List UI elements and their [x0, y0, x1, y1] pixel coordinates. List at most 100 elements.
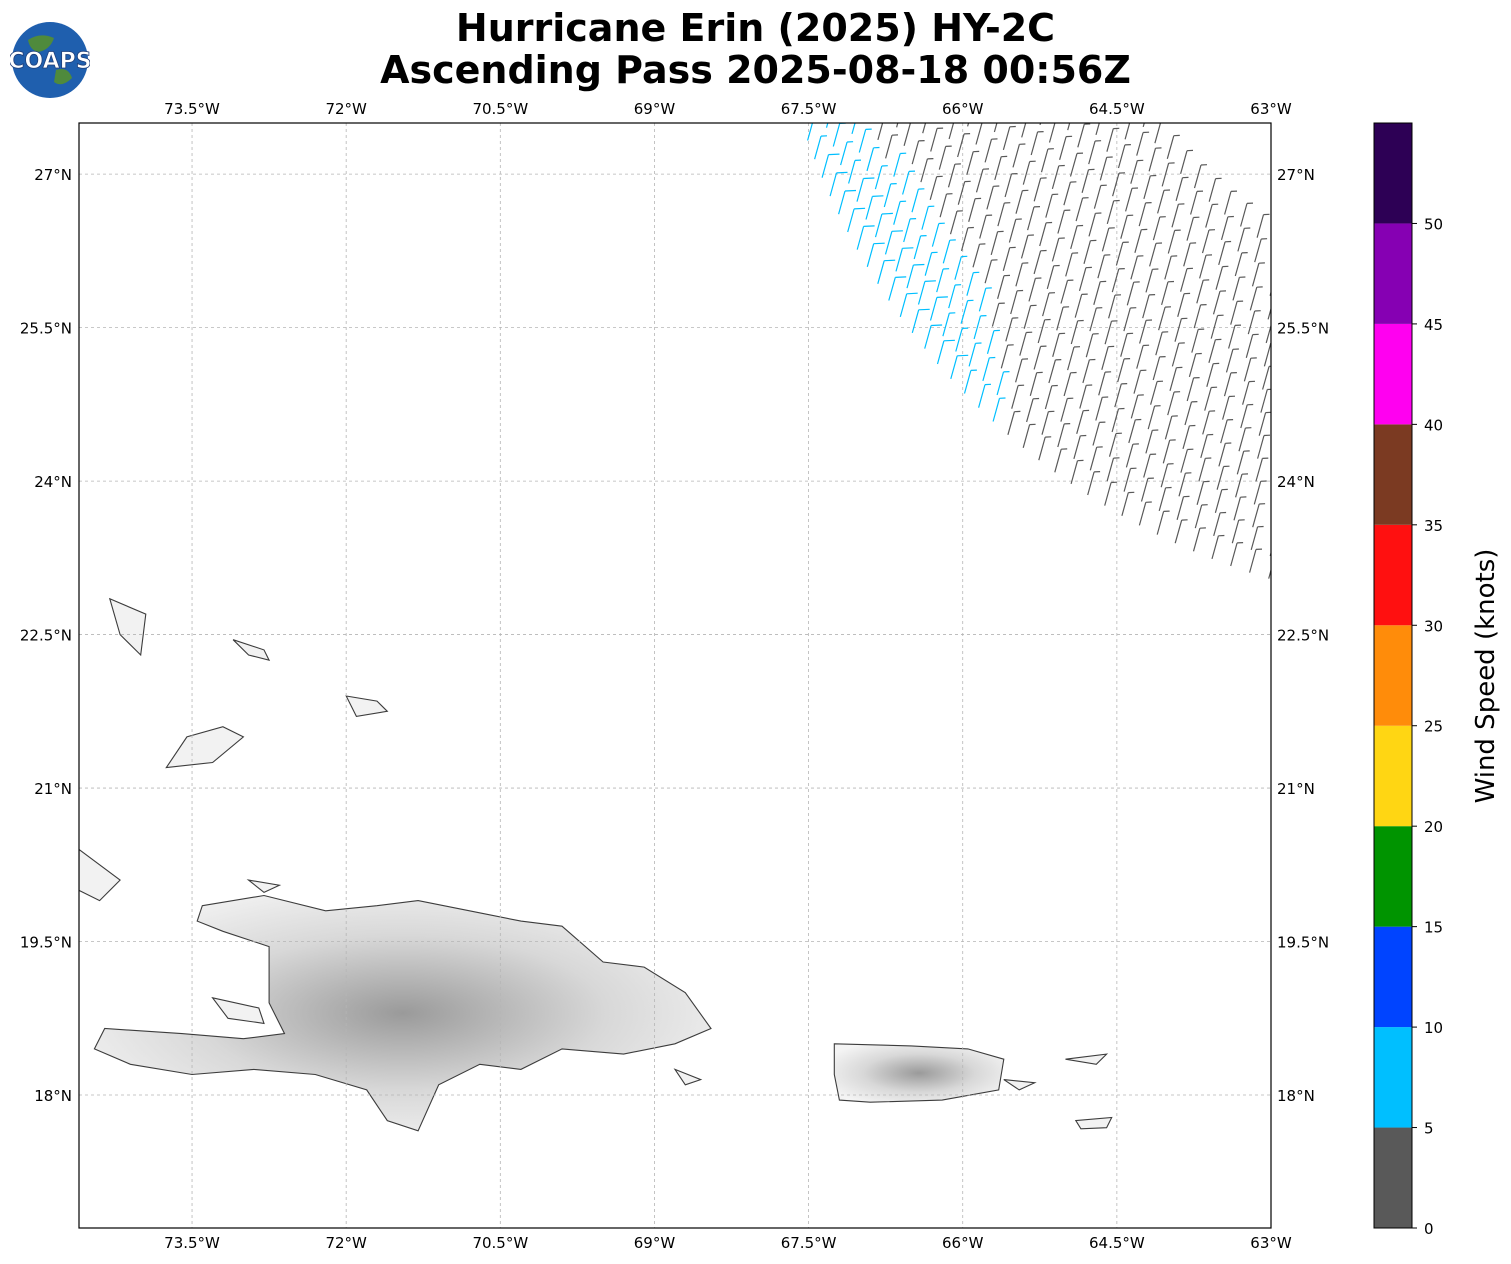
wind-barb — [1104, 481, 1118, 506]
landmass-great-inagua — [165, 726, 245, 769]
lon-tick-label-bottom: 66°W — [942, 1234, 984, 1252]
wind-barb — [978, 383, 992, 408]
wind-barb — [1046, 264, 1060, 290]
lon-tick-label-top: 73.5°W — [164, 100, 220, 118]
lon-tick-label-top: 69°W — [634, 100, 676, 118]
wind-barb — [1004, 173, 1018, 198]
wind-barb — [991, 302, 1005, 327]
lat-tick-label-right: 25.5°N — [1277, 320, 1329, 338]
wind-barb — [1231, 519, 1245, 544]
wind-barb — [920, 158, 934, 183]
wind-barb — [1193, 304, 1207, 329]
wind-barb — [1029, 371, 1043, 396]
lon-tick-label-bottom: 63°W — [1250, 1234, 1292, 1252]
wind-barb — [968, 342, 982, 367]
wind-barb — [1039, 123, 1042, 126]
wind-barb — [1191, 328, 1205, 353]
wind-barb — [1150, 380, 1164, 405]
lat-tick-label-right: 22.5°N — [1277, 627, 1329, 645]
wind-barb — [942, 312, 956, 337]
wind-barb — [1208, 177, 1222, 202]
wind-barb — [1225, 348, 1239, 373]
wind-barb — [1143, 453, 1157, 478]
wind-barb — [982, 356, 996, 382]
lat-tick-label-left: 18°N — [34, 1087, 72, 1105]
wind-barb — [883, 183, 897, 208]
wind-barb — [1120, 332, 1134, 357]
wind-barb — [1000, 344, 1014, 369]
wind-barb — [922, 123, 927, 134]
wind-barb — [1152, 216, 1166, 241]
wind-barb — [807, 123, 814, 141]
wind-barb — [1070, 224, 1084, 250]
wind-barb — [1167, 391, 1181, 416]
wind-barb — [1202, 410, 1216, 435]
landmass-vieques — [1003, 1079, 1037, 1091]
wind-barb — [1162, 439, 1176, 464]
colorbar-bin — [1374, 524, 1412, 626]
wind-barb — [1222, 395, 1236, 420]
wind-barb — [1194, 504, 1208, 529]
wind-barb — [1220, 215, 1234, 241]
lat-tick-label-left: 25.5°N — [20, 320, 72, 338]
wind-barb — [992, 397, 1006, 422]
wind-barb — [877, 259, 896, 284]
wind-barb — [1247, 310, 1261, 335]
wind-barb — [1190, 190, 1204, 215]
lon-tick-label-bottom: 73.5°W — [164, 1234, 220, 1252]
wind-barb — [1033, 345, 1047, 370]
wind-barb — [814, 135, 828, 160]
landmass-puerto-rico — [833, 1043, 1005, 1103]
wind-barb — [1253, 480, 1267, 505]
wind-barb — [1188, 352, 1202, 378]
wind-barb — [1111, 407, 1125, 433]
wind-barb — [1095, 396, 1109, 421]
wind-barb — [1183, 242, 1197, 267]
wind-barb — [979, 214, 993, 239]
wind-barb — [917, 280, 936, 305]
lon-tick-label-top: 67.5°W — [781, 100, 837, 118]
wind-barb — [1142, 294, 1156, 319]
wind-barb — [921, 205, 935, 230]
wind-barb — [924, 251, 938, 276]
lon-tick-label-bottom: 69°W — [634, 1234, 676, 1252]
wind-barb — [1252, 503, 1266, 528]
wind-barb — [986, 329, 1000, 354]
wind-barb — [1235, 473, 1249, 498]
wind-barb — [899, 292, 918, 318]
wind-barb — [1218, 442, 1232, 467]
lon-tick-label-bottom: 64.5°W — [1089, 1234, 1145, 1252]
colorbar-tick-label: 45 — [1424, 316, 1443, 334]
wind-barb — [1228, 324, 1242, 349]
wind-barb — [1089, 446, 1103, 471]
wind-barb — [848, 159, 862, 184]
wind-barb — [1075, 197, 1089, 222]
wind-barb — [1093, 280, 1107, 305]
wind-barb — [1079, 384, 1093, 409]
landmass-caicos — [345, 695, 389, 718]
wind-barb — [1120, 214, 1134, 239]
colorbar-bin — [1374, 424, 1412, 525]
wind-barb — [1240, 403, 1254, 429]
chart-title-line2: Ascending Pass 2025-08-18 00:56Z — [380, 48, 1131, 92]
wind-barb — [939, 193, 953, 218]
wind-barb — [929, 296, 948, 321]
wind-barb — [865, 195, 884, 220]
wind-barb — [1128, 418, 1142, 444]
wind-barb — [903, 123, 917, 146]
wind-barb — [931, 222, 945, 247]
wind-barb — [1171, 342, 1185, 367]
wind-barb — [986, 185, 1000, 210]
colorbar-label: Wind Speed (knots) — [1471, 549, 1501, 804]
wind-barb — [929, 175, 943, 200]
wind-barb — [1232, 276, 1246, 301]
wind-barb — [1257, 434, 1271, 459]
wind-barb — [1104, 320, 1118, 345]
wind-barb — [1242, 380, 1256, 405]
wind-barb — [1038, 436, 1052, 461]
wind-barb — [1211, 534, 1225, 560]
wind-barb — [1130, 159, 1144, 184]
landmass-virgin-is — [1065, 1053, 1109, 1065]
landmass-hispaniola — [93, 894, 712, 1132]
wind-barb — [1145, 429, 1159, 454]
